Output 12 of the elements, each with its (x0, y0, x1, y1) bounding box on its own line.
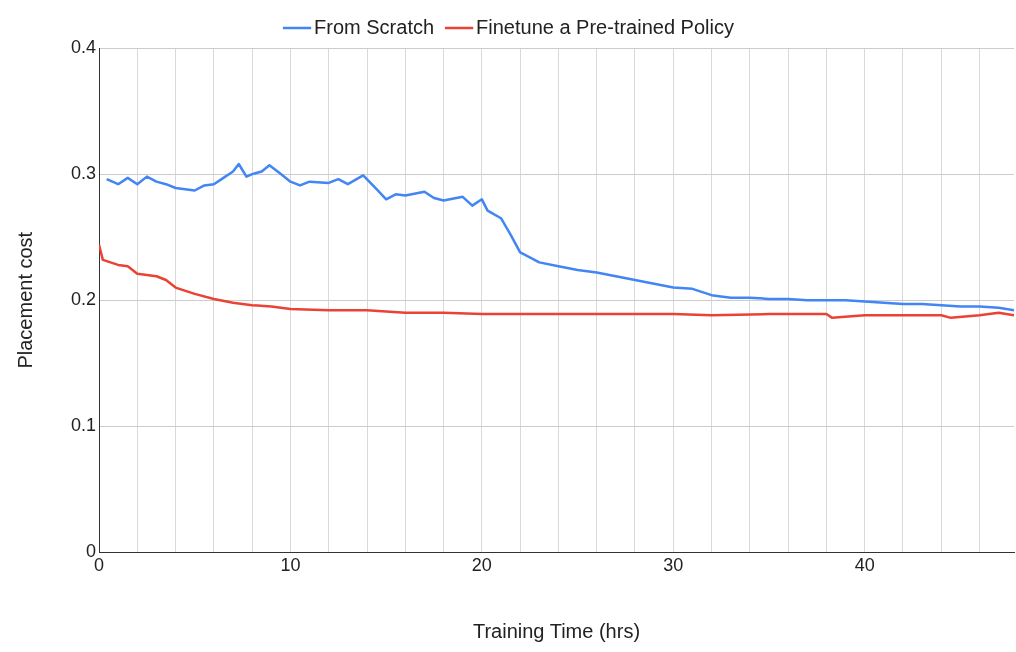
y-tick-label: 0.2 (70, 289, 97, 310)
x-tick-label: 30 (663, 555, 684, 576)
x-tick-label: 40 (854, 555, 875, 576)
legend-label: Finetune a Pre-trained Policy (476, 15, 734, 38)
y-tick-label: 0.1 (70, 415, 97, 436)
x-axis-title: Training Time (hrs) (472, 619, 641, 642)
y-tick-label: 0.3 (70, 163, 97, 184)
y-axis-title: Placement cost (13, 231, 36, 369)
legend-label: From Scratch (314, 15, 435, 38)
x-tick-label: 10 (280, 555, 301, 576)
y-tick-label: 0.4 (70, 36, 97, 57)
x-tick-label: 20 (471, 555, 492, 576)
